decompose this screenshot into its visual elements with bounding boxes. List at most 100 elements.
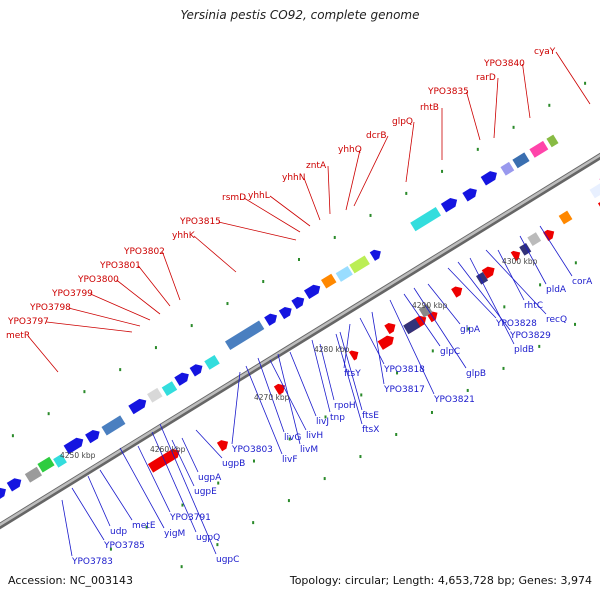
gene-label-top: YPO3800 [77,275,119,285]
guide-dot [359,455,362,459]
gene-label-top: rarD [476,73,496,83]
gene-label-top: cyaY [534,47,556,57]
leader-line [162,251,181,301]
gene-block [335,265,353,282]
guide-dot [217,481,220,485]
guide-dot [395,433,398,437]
gene-label-bottom: rhtC [524,301,543,311]
gene-block [53,453,67,468]
gene-block [451,286,463,298]
leader-line [519,235,547,285]
gene-block [543,229,555,241]
gene-label-top: yhhK [172,231,196,241]
gene-label-top: rsmD [222,193,246,203]
label-leader-lines [27,51,591,557]
gene-label-top: yhhL [248,191,270,201]
guide-dot [512,125,515,129]
leader-line [27,335,59,373]
leader-line [522,63,531,119]
gene-block [418,303,433,318]
gene-block [349,255,370,274]
guide-dot [47,412,50,416]
guide-dot [297,257,300,261]
gene-label-bottom: ugpE [194,487,217,497]
guide-dot [288,437,291,441]
gene-block [369,249,381,261]
leader-line [469,257,515,345]
gene-block [546,134,559,148]
leader-line [195,429,223,459]
gene-label-top: metR [6,331,30,341]
scale-tick-label: 4260 kbp [150,445,186,454]
guide-dot [252,459,255,463]
guide-dot [11,434,14,438]
gene-block [510,250,521,261]
guide-dot [109,547,112,551]
gene-label-bottom: pldA [546,285,567,295]
gene-block [529,140,549,158]
scale-tick-label: 4250 kbp [60,451,96,460]
gene-label-top: YPO3840 [483,59,525,69]
gene-label-bottom: glpA [460,325,481,335]
leader-line [269,195,311,227]
gene-block [558,210,573,225]
gene-label-bottom: YPO3818 [383,365,425,375]
gene-block [462,188,477,202]
gene-block [264,313,277,326]
scale-ticks: 4250 kbp 4260 kbp 4270 kbp 4280 kbp 4290 kbp… [60,257,538,460]
leader-line [353,135,389,207]
guide-dot [574,322,577,326]
gene-label-bottom: livM [300,445,318,455]
guide-dot [369,213,372,217]
genome-summary-text: Topology: circular; Length: 4,653,728 bp… [289,574,592,587]
leader-line [116,279,161,315]
gene-label-top: dcrB [366,131,387,141]
gene-block [480,171,497,186]
leader-line [335,333,363,425]
leader-line [485,249,547,315]
gene-block [101,415,126,436]
guide-dot [262,280,265,284]
gene-label-bottom: corA [572,277,593,287]
gene-label-top: YPO3815 [179,217,221,227]
leader-line [343,323,351,369]
gene-label-top: YPO3799 [51,289,93,299]
guide-dot [180,565,183,569]
leader-line [231,371,241,445]
gene-block [278,306,292,320]
gene-label-bottom: ugpC [216,555,239,565]
gene-label-bottom: glpB [466,369,486,379]
leader-line [119,447,165,529]
leader-line [137,445,171,513]
gene-block [410,206,442,232]
leader-line [151,431,197,533]
leader-line [371,311,385,385]
leader-line [555,51,591,105]
gene-label-top: YPO3798 [29,303,71,313]
gene-block [512,152,530,169]
leader-line [339,331,363,411]
gene-label-bottom: YPO3785 [103,541,145,551]
guide-dot [190,324,193,328]
gene-block [189,364,203,377]
gene-features [0,134,600,503]
leader-line [99,469,133,521]
leader-line [181,437,199,473]
gene-label-bottom: YPO3803 [231,445,273,455]
guide-dot [119,368,122,372]
gene-block [85,429,100,444]
leader-line [61,499,73,557]
guide-dot [538,344,541,348]
gene-block [500,161,515,176]
gene-label-bottom: recQ [546,315,567,325]
guide-dot [548,103,551,107]
gene-block [128,398,147,415]
gene-block [6,478,22,492]
leader-line [138,265,171,307]
gene-label-top: YPO3802 [123,247,165,257]
gene-block [174,372,189,386]
gene-block [216,440,229,452]
gene-block [0,487,6,503]
gene-label-bottom: rpoH [334,401,356,411]
guide-dot [476,147,479,151]
